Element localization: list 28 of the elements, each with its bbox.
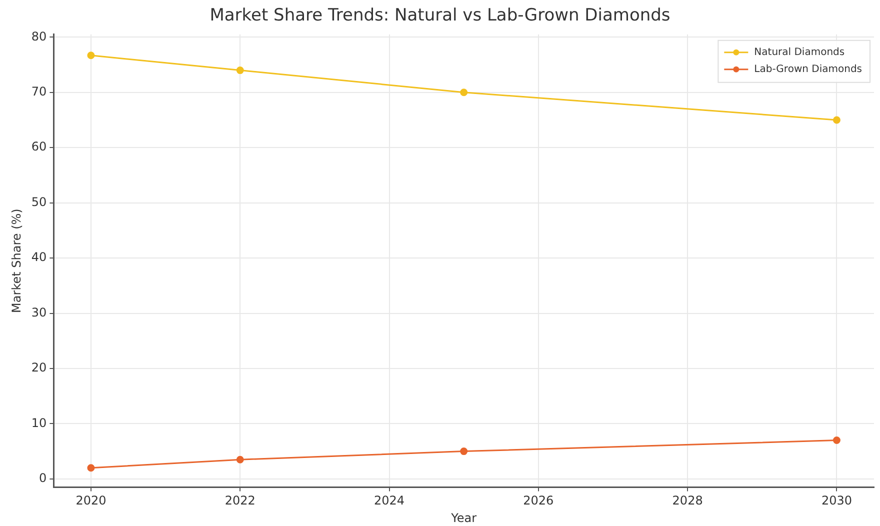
y-tick-label: 20 (31, 360, 47, 375)
x-tick-label: 2028 (672, 494, 703, 508)
x-tick-label: 2024 (374, 494, 405, 508)
point (236, 66, 244, 74)
point (87, 52, 95, 60)
x-tick-label: 2022 (224, 494, 256, 508)
point (832, 116, 840, 124)
x-axis-title: Year (450, 510, 477, 525)
y-tick-label: 10 (31, 416, 47, 430)
y-axis-title: Market Share (%) (9, 208, 24, 313)
point (236, 456, 244, 464)
point (460, 448, 468, 456)
x-tick-label: 2026 (523, 494, 554, 508)
chart-title: Market Share Trends: Natural vs Lab-Grown Diamonds (210, 6, 670, 26)
y-tick-label: 80 (31, 29, 47, 44)
legend-label: Lab-Grown Diamonds (754, 64, 862, 75)
x-tick-label: 2030 (821, 494, 852, 508)
y-tick-label: 30 (31, 305, 47, 320)
y-tick-label: 50 (31, 194, 47, 209)
point (460, 88, 468, 96)
y-tick-label: 0 (39, 471, 47, 486)
y-tick-label: 40 (31, 250, 47, 264)
y-tick-label: 70 (31, 84, 47, 99)
legend-label: Natural Diamonds (754, 46, 845, 58)
x-tick-label: 2020 (76, 494, 106, 508)
y-tick-label: 60 (31, 140, 47, 154)
point (832, 436, 840, 444)
point (87, 464, 95, 472)
